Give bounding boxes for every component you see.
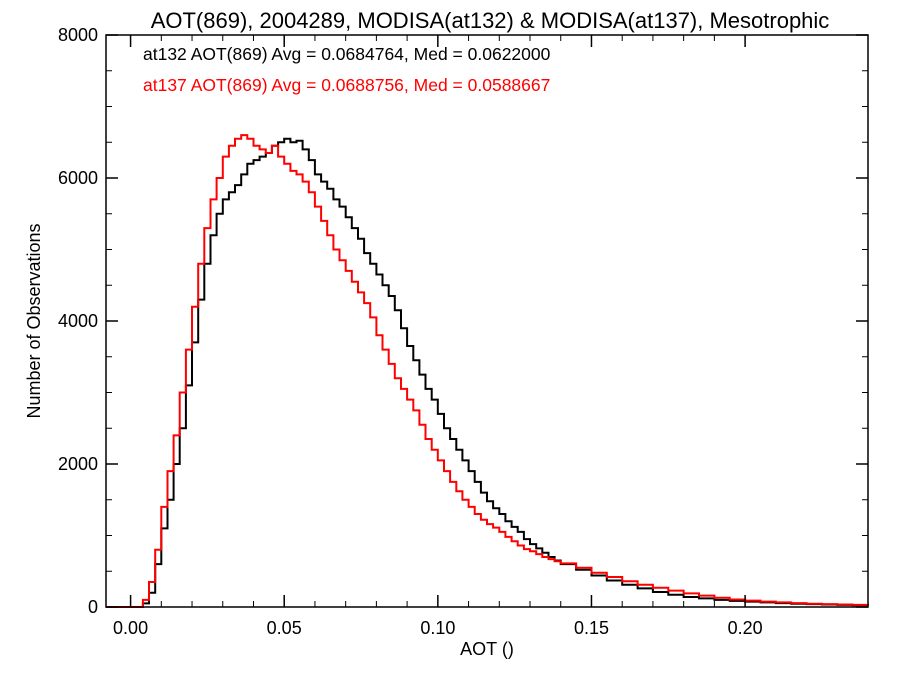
x-tick-label: 0.10 (420, 618, 455, 638)
y-tick-label: 0 (88, 597, 98, 617)
series-group (106, 134, 869, 608)
series-line-0 (106, 137, 869, 608)
annotation-at132: at132 AOT(869) Avg = 0.0684764, Med = 0.… (143, 44, 551, 64)
x-tick-label: 0.15 (574, 618, 609, 638)
y-tick-label: 6000 (58, 168, 98, 188)
x-axis-label: AOT () (460, 639, 514, 659)
y-axis: 0 2000 4000 6000 8000 (58, 25, 868, 617)
y-axis-label: Number of Observations (24, 223, 44, 418)
x-tick-label: 0.20 (728, 618, 763, 638)
annotation-at137: at137 AOT(869) Avg = 0.0688756, Med = 0.… (143, 75, 550, 95)
y-tick-label: 4000 (58, 311, 98, 331)
x-tick-label: 0.00 (113, 618, 148, 638)
x-axis: 0.00 0.05 0.10 0.15 0.20 (113, 35, 763, 638)
chart-title: AOT(869), 2004289, MODISA(at132) & MODIS… (151, 8, 830, 33)
y-tick-label: 8000 (58, 25, 98, 45)
y-tick-label: 2000 (58, 454, 98, 474)
x-tick-label: 0.05 (267, 618, 302, 638)
series-line-1 (106, 134, 869, 608)
